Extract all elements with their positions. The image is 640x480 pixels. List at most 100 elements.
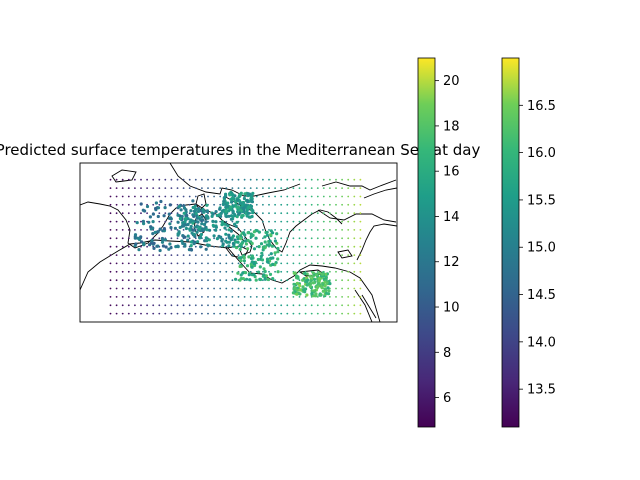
observation-point: [173, 226, 177, 230]
grid-point: [207, 287, 209, 290]
observation-point: [192, 232, 196, 236]
grid-point: [274, 195, 276, 198]
grid-point: [127, 262, 130, 265]
grid-point: [298, 279, 301, 282]
grid-point: [140, 312, 142, 315]
grid-point: [219, 312, 222, 315]
observation-point: [167, 212, 171, 216]
observation-point: [140, 240, 144, 244]
grid-point: [170, 229, 173, 231]
grid-point: [158, 212, 161, 215]
grid-point: [170, 296, 173, 298]
grid-point: [170, 287, 173, 290]
coastline-sicily: [225, 245, 249, 259]
grid-point: [347, 279, 350, 282]
observation-point: [311, 271, 315, 275]
observation-point: [250, 265, 254, 269]
observation-point: [141, 219, 145, 223]
coastline-red-sea: [354, 289, 377, 322]
grid-point: [146, 237, 149, 240]
grid-point: [341, 203, 343, 206]
grid-point: [347, 254, 350, 256]
observation-point: [252, 247, 257, 251]
grid-point: [188, 304, 191, 307]
grid-point: [109, 287, 112, 290]
grid-point: [207, 254, 209, 256]
grid-point: [322, 187, 325, 190]
grid-point: [286, 178, 289, 181]
grid-point: [164, 287, 167, 290]
grid-point: [158, 178, 161, 181]
observation-point: [242, 196, 246, 201]
grid-point: [219, 254, 222, 256]
observation-point: [176, 220, 180, 224]
observation-point: [231, 214, 235, 218]
observation-point: [247, 205, 251, 210]
grid-point: [335, 195, 337, 198]
grid-point: [237, 304, 240, 307]
grid-point: [164, 304, 167, 307]
grid-point: [194, 187, 197, 190]
grid-point: [164, 212, 167, 215]
grid-point: [322, 195, 325, 198]
grid-point: [201, 312, 203, 315]
grid-point: [237, 287, 240, 290]
grid-point: [134, 279, 136, 282]
grid-point: [146, 304, 149, 307]
grid-point: [237, 296, 240, 298]
grid-point: [194, 229, 197, 231]
grid-point: [310, 229, 313, 231]
grid-point: [182, 270, 185, 273]
observation-point: [316, 281, 321, 285]
grid-point: [329, 178, 331, 181]
grid-point: [359, 187, 362, 190]
grid-point: [225, 187, 228, 190]
grid-point: [121, 178, 124, 181]
observation-point: [265, 230, 269, 234]
grid-point: [225, 304, 228, 307]
observation-point: [217, 234, 221, 238]
grid-point: [268, 229, 270, 231]
grid-point: [353, 287, 356, 290]
observation-point: [211, 219, 215, 223]
grid-point: [255, 296, 258, 298]
observation-point: [295, 281, 299, 285]
grid-point: [115, 304, 118, 307]
grid-point: [207, 187, 209, 190]
grid-point: [286, 304, 289, 307]
observation-point: [276, 270, 280, 274]
grid-point: [274, 312, 276, 315]
grid-point: [310, 304, 313, 307]
grid-point: [140, 220, 142, 223]
grid-point: [140, 212, 142, 215]
observation-point: [318, 271, 322, 275]
observation-point: [168, 203, 172, 207]
observation-point: [199, 232, 203, 237]
grid-point: [347, 220, 350, 223]
grid-point: [304, 312, 307, 315]
observation-point: [215, 237, 219, 241]
observation-point: [194, 207, 198, 211]
grid-point: [201, 296, 203, 298]
observation-point: [224, 192, 228, 196]
observation-point: [258, 265, 262, 269]
observation-point: [156, 230, 160, 234]
observation-point: [211, 223, 215, 227]
grid-point: [353, 178, 356, 181]
observation-point: [163, 206, 167, 210]
observation-point: [186, 222, 190, 227]
grid-point: [341, 178, 343, 181]
grid-point: [329, 203, 331, 206]
grid-point: [359, 296, 362, 298]
grid-point: [219, 304, 222, 307]
observation-point: [189, 244, 193, 248]
grid-point: [280, 270, 283, 273]
observation-point: [191, 199, 195, 203]
grid-point: [292, 279, 295, 282]
grid-point: [182, 304, 185, 307]
observation-point: [188, 220, 192, 224]
observation-point: [184, 216, 188, 221]
observation-point: [156, 214, 160, 219]
grid-point: [109, 237, 112, 240]
observation-point: [180, 239, 184, 243]
